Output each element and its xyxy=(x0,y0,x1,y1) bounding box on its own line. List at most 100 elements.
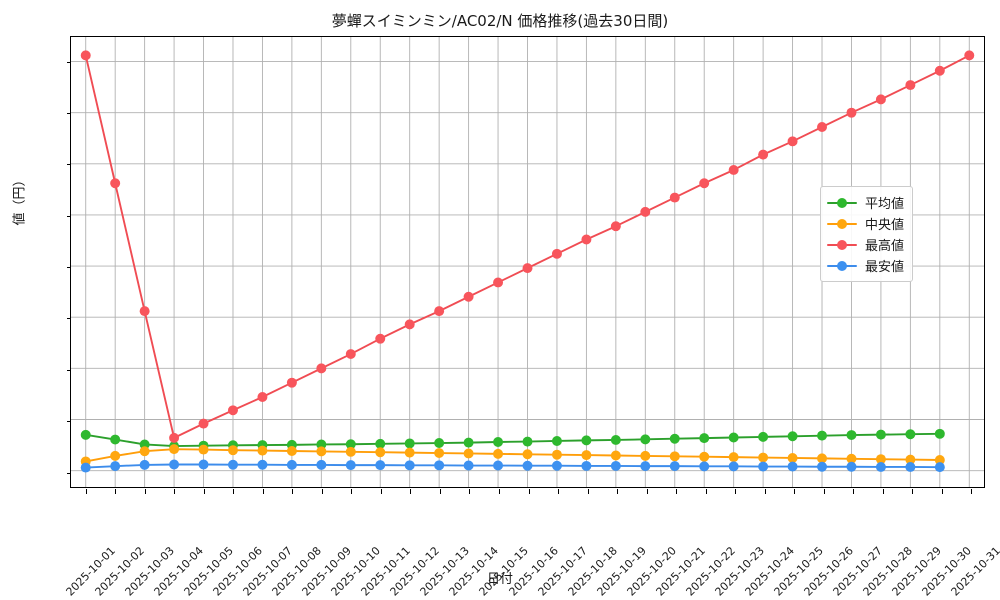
x-tick-mark xyxy=(144,489,146,494)
data-point-marker xyxy=(846,461,857,472)
data-point-marker xyxy=(316,459,327,470)
data-point-marker xyxy=(463,291,474,302)
data-point-marker xyxy=(463,448,474,459)
data-point-marker xyxy=(610,460,621,471)
data-point-marker xyxy=(169,459,180,470)
x-tick-mark xyxy=(498,489,500,494)
data-point-marker xyxy=(934,65,945,76)
data-point-marker xyxy=(640,450,651,461)
data-point-marker xyxy=(846,107,857,118)
data-point-marker xyxy=(875,461,886,472)
legend-label: 最高値 xyxy=(865,239,905,254)
data-point-marker xyxy=(80,462,91,473)
data-point-marker xyxy=(522,449,533,460)
data-point-marker xyxy=(345,349,356,360)
data-point-marker xyxy=(787,136,798,147)
data-point-marker xyxy=(640,461,651,472)
x-tick-mark xyxy=(528,489,530,494)
y-tick-mark xyxy=(66,421,71,423)
x-tick-mark xyxy=(971,489,973,494)
x-tick-mark xyxy=(203,489,205,494)
data-point-marker xyxy=(728,461,739,472)
data-point-marker xyxy=(817,430,828,441)
data-point-marker xyxy=(139,446,150,457)
data-point-marker xyxy=(139,306,150,317)
y-tick-mark xyxy=(66,369,71,371)
data-point-marker xyxy=(758,149,769,160)
x-tick-mark xyxy=(735,489,737,494)
data-point-marker xyxy=(404,438,415,449)
data-point-marker xyxy=(316,439,327,450)
chart-legend: 平均値中央値最高値 最安値 xyxy=(820,186,914,282)
x-tick-mark xyxy=(233,489,235,494)
x-tick-mark xyxy=(115,489,117,494)
data-point-marker xyxy=(817,461,828,472)
y-tick-mark xyxy=(66,318,71,320)
data-point-marker xyxy=(846,453,857,464)
data-point-marker xyxy=(345,439,356,450)
legend-item-2[interactable]: 中央値 xyxy=(827,213,904,234)
legend-item-3[interactable]: 最高値 xyxy=(827,234,904,255)
x-tick-mark xyxy=(262,489,264,494)
x-tick-mark xyxy=(912,489,914,494)
y-tick-mark xyxy=(66,215,71,217)
data-point-marker xyxy=(110,434,121,445)
x-tick-mark xyxy=(676,489,678,494)
data-point-marker xyxy=(699,433,710,444)
data-point-marker xyxy=(551,435,562,446)
data-point-marker xyxy=(610,221,621,232)
grid-lines xyxy=(71,37,984,487)
data-point-marker xyxy=(581,450,592,461)
data-point-marker xyxy=(80,429,91,440)
data-point-marker xyxy=(640,206,651,217)
data-point-marker xyxy=(463,437,474,448)
data-point-marker xyxy=(640,434,651,445)
data-point-marker xyxy=(110,450,121,461)
data-point-marker xyxy=(728,452,739,463)
data-point-marker xyxy=(375,447,386,458)
data-point-marker xyxy=(817,122,828,132)
x-tick-mark xyxy=(439,489,441,494)
y-tick-mark xyxy=(66,267,71,269)
x-tick-mark xyxy=(853,489,855,494)
legend-swatch-icon xyxy=(827,260,857,272)
data-point-marker xyxy=(286,459,297,470)
data-point-marker xyxy=(227,459,238,470)
series-line xyxy=(84,432,941,448)
data-point-marker xyxy=(787,431,798,442)
data-point-marker xyxy=(375,460,386,471)
data-point-marker xyxy=(434,448,445,459)
legend-label: 平均値 xyxy=(865,197,905,212)
data-point-marker xyxy=(581,435,592,446)
data-point-marker xyxy=(404,460,415,471)
x-tick-mark xyxy=(410,489,412,494)
data-point-marker xyxy=(846,430,857,441)
data-point-marker xyxy=(463,460,474,471)
data-point-marker xyxy=(375,333,386,344)
x-tick-mark xyxy=(823,489,825,494)
y-axis-label: 値（円） xyxy=(12,173,28,226)
x-tick-mark xyxy=(321,489,323,494)
y-tick-mark xyxy=(66,164,71,166)
data-point-marker xyxy=(198,444,209,455)
data-point-marker xyxy=(669,451,680,462)
data-point-marker xyxy=(905,80,916,91)
data-point-marker xyxy=(934,455,945,465)
data-point-marker xyxy=(905,429,916,440)
x-tick-mark xyxy=(764,489,766,494)
legend-item-4[interactable]: 最安値 xyxy=(827,255,904,276)
series-line xyxy=(84,448,941,463)
legend-swatch-icon xyxy=(827,197,857,209)
data-point-marker xyxy=(551,460,562,471)
data-point-marker xyxy=(875,429,886,440)
data-point-marker xyxy=(493,277,504,288)
legend-item-1[interactable]: 平均値 xyxy=(827,192,904,213)
data-point-marker xyxy=(404,319,415,330)
data-point-marker xyxy=(669,192,680,203)
legend-label: 中央値 xyxy=(865,218,905,233)
data-point-marker xyxy=(139,459,150,470)
legend-swatch-icon xyxy=(827,218,857,230)
data-point-marker xyxy=(345,446,356,457)
data-point-marker xyxy=(905,454,916,465)
